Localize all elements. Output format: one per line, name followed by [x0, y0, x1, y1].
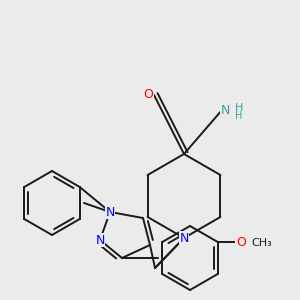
Text: O: O [236, 236, 246, 248]
Text: O: O [143, 88, 153, 101]
Text: CH₃: CH₃ [252, 238, 272, 248]
Text: H: H [235, 111, 242, 121]
Text: N: N [95, 233, 105, 247]
Text: N: N [105, 206, 115, 218]
Text: N: N [179, 232, 189, 244]
Text: N: N [220, 103, 230, 116]
Text: H: H [235, 103, 243, 113]
